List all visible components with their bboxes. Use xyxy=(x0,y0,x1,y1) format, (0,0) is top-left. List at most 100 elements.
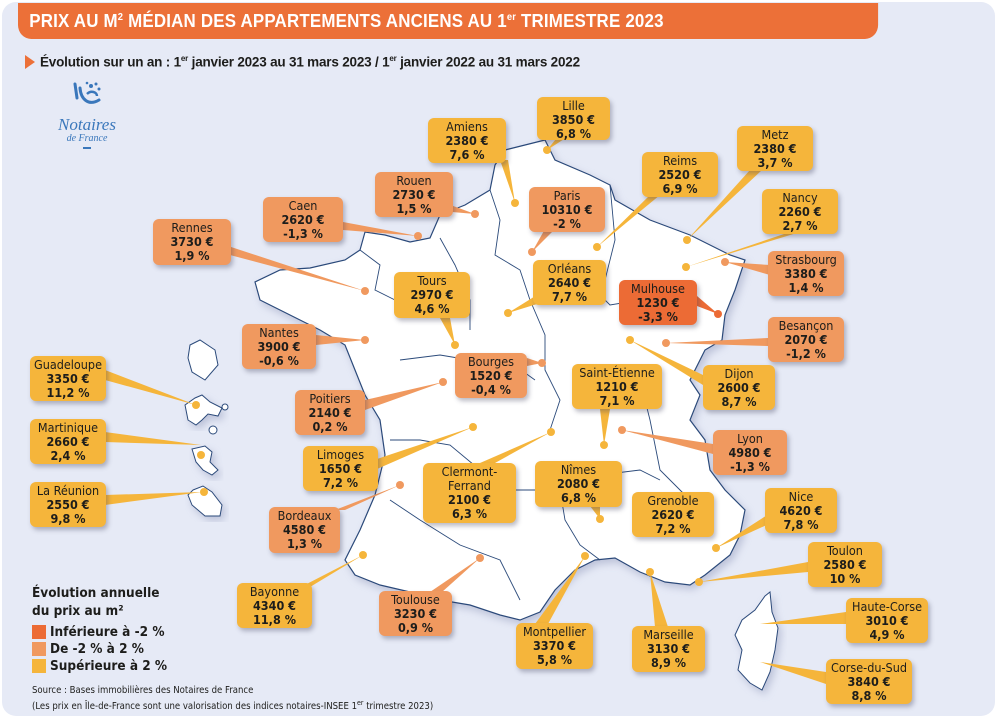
callout-saint-etienne: Saint-Étienne 1210 €7,1 % xyxy=(572,364,662,409)
city-change: 6,8 % xyxy=(555,126,592,141)
legend-swatch xyxy=(32,659,46,673)
callout-nice: Nice 4620 €7,8 % xyxy=(765,488,837,533)
city-name: Nancy xyxy=(782,190,818,205)
subtitle-part: janvier 2022 au 31 mars 2022 xyxy=(396,54,580,70)
city-name: Tours xyxy=(417,273,447,288)
city-name: Reims xyxy=(662,153,698,168)
city-dots xyxy=(192,146,729,586)
city-price: 2520 € xyxy=(658,167,702,182)
city-price: 4340 € xyxy=(252,598,297,613)
city-price: 2970 € xyxy=(410,287,454,302)
callout-martinique: Martinique 2660 €2,4 % xyxy=(30,419,106,464)
city-price: 2660 € xyxy=(46,434,90,449)
city-name: Toulouse xyxy=(391,592,440,607)
city-price: 2140 € xyxy=(308,405,352,420)
city-name: Haute-Corse xyxy=(851,599,922,614)
legend-item-below: Inférieure à -2 % xyxy=(32,624,167,640)
callout-clermont-ferrand: Clermont-Ferrand 2100 €6,3 % xyxy=(423,463,516,523)
city-change: 4,9 % xyxy=(869,627,905,642)
callout-corse-du-sud: Corse-du-Sud 3840 €8,8 % xyxy=(826,659,912,704)
source-note: Source : Bases immobilières des Notaires… xyxy=(32,684,433,713)
legend-item-above: Supérieure à 2 % xyxy=(32,658,167,674)
city-name: Bayonne xyxy=(249,584,300,599)
callout-mulhouse: Mulhouse 1230 € -3,3 % xyxy=(619,280,697,325)
city-change: 7,8 % xyxy=(783,517,819,532)
city-name: Limoges xyxy=(316,447,365,462)
city-change: -2 % xyxy=(553,216,581,231)
callout-rouen: Rouen 2730 €1,5 % xyxy=(375,172,453,217)
subtitle-sup: er xyxy=(180,54,189,63)
callout-reims: Reims 2520 €6,9 % xyxy=(642,152,718,197)
reunion-island xyxy=(187,485,223,517)
city-name: Rouen xyxy=(396,173,432,188)
city-change: 1,5 % xyxy=(396,201,432,216)
guadeloupe-island xyxy=(184,394,223,426)
city-price: 3010 € xyxy=(865,613,909,628)
city-change: 0,2 % xyxy=(312,419,348,434)
city-name: Bordeaux xyxy=(277,508,332,523)
city-change: 11,8 % xyxy=(253,612,296,627)
city-name: Poitiers xyxy=(309,391,351,406)
callout-caen: Caen 2620 € -1,3 % xyxy=(263,197,343,242)
city-change: -0,4 % xyxy=(471,382,511,397)
city-change: 0,9 % xyxy=(397,620,434,635)
callout-besancon: Besançon 2070 € -1,2 % xyxy=(768,317,844,362)
city-change: 7,1 % xyxy=(599,393,635,408)
city-change: 10 % xyxy=(829,571,861,586)
city-change: 4,6 % xyxy=(414,301,450,316)
city-change: 7,6 % xyxy=(449,147,485,162)
city-name: Saint-Étienne xyxy=(579,365,655,380)
city-price: 2730 € xyxy=(392,187,436,202)
city-name: Nantes xyxy=(259,325,299,340)
callout-montpellier: Montpellier 3370 €5,8 % xyxy=(516,623,593,669)
city-name: Bourges xyxy=(467,354,515,369)
callout-poitiers: Poitiers 2140 €0,2 % xyxy=(295,390,365,435)
source-text: (Les prix en Île-de-France sont une valo… xyxy=(32,701,358,713)
legend-title: du prix au m² xyxy=(32,603,124,619)
city-name: Dijon xyxy=(724,366,754,381)
legend-label: De -2 % à 2 % xyxy=(50,641,144,657)
city-change: 2,7 % xyxy=(782,218,818,233)
city-price: 3840 € xyxy=(847,674,891,689)
subtitle-part: janvier 2023 au 31 mars 2023 / 1 xyxy=(188,54,390,70)
logo-subtitle: de France xyxy=(66,133,108,144)
callout-paris: Paris 10310 € -2 % xyxy=(529,187,605,232)
city-name: Marseille xyxy=(643,627,694,642)
city-price: 2600 € xyxy=(717,380,761,395)
city-price: 1520 € xyxy=(469,368,513,383)
city-name: Rennes xyxy=(171,220,213,235)
city-price: 2550 € xyxy=(46,497,90,512)
city-change: 8,9 % xyxy=(650,655,687,670)
title-part: PRIX AU M xyxy=(29,11,118,31)
legend-swatch xyxy=(32,625,46,639)
city-price: 3230 € xyxy=(393,606,438,621)
city-change: 11,2 % xyxy=(46,385,90,400)
legend-label: Inférieure à -2 % xyxy=(50,624,165,640)
city-name: Besançon xyxy=(778,318,834,333)
legend-swatch xyxy=(32,642,46,656)
city-change: 3,7 % xyxy=(757,155,793,170)
source-text: trimestre 2023) xyxy=(363,701,434,713)
city-price: 3730 € xyxy=(170,234,214,249)
city-price: 2100 € xyxy=(447,492,492,507)
callout-metz: Metz 2380 €3,7 % xyxy=(737,126,813,171)
legend: Évolution annuelle du prix au m² Inférie… xyxy=(32,584,167,674)
logo-dash xyxy=(83,147,91,149)
city-name: Mulhouse xyxy=(631,281,685,296)
callout-la-reunion: La Réunion 2550 €9,8 % xyxy=(30,482,106,527)
city-price: 4980 € xyxy=(728,445,772,460)
city-name: Martinique xyxy=(37,420,99,435)
city-price: 3370 € xyxy=(532,638,577,653)
source-sup: er xyxy=(357,699,364,707)
title-sup: er xyxy=(506,12,517,23)
title-part: MÉDIAN DES APPARTEMENTS ANCIENS AU 1 xyxy=(123,11,507,31)
city-change: -1,3 % xyxy=(730,459,770,474)
city-change: 6,9 % xyxy=(662,181,698,196)
city-name: La Réunion xyxy=(36,483,100,498)
callout-pointers xyxy=(105,134,846,684)
city-change: 5,8 % xyxy=(536,652,573,667)
callout-lyon: Lyon 4980 € -1,3 % xyxy=(713,430,787,475)
city-name: Toulon xyxy=(827,543,863,558)
city-change: -1,2 % xyxy=(786,346,826,361)
callout-guadeloupe: Guadeloupe 3350 €11,2 % xyxy=(30,356,106,401)
